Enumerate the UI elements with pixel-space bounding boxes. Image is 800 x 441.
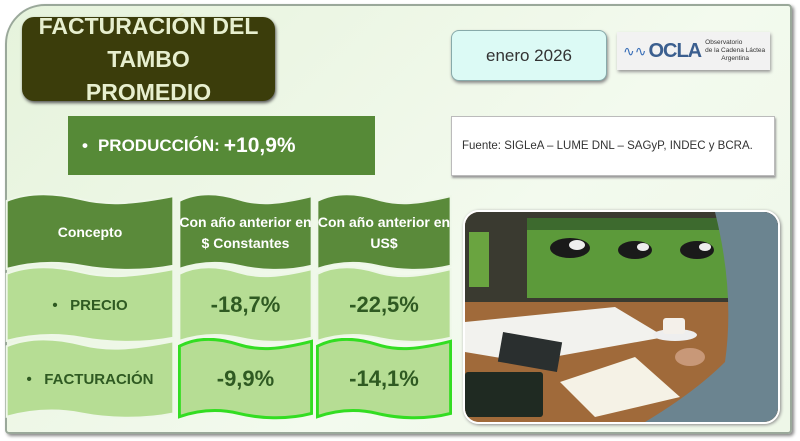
logo-line: Observatorio [705, 39, 743, 46]
wave-shape [316, 266, 452, 344]
source-box: Fuente: SIGLeA – LUME DNL – SAGyP, INDEC… [451, 116, 775, 176]
logo-line: Argentina [721, 55, 750, 62]
production-value: +10,9% [223, 133, 296, 157]
wave-shape [5, 193, 175, 272]
dairy-office-illustration [465, 212, 778, 422]
value-usd: -22,5% [349, 292, 419, 317]
illustration-photo [463, 210, 780, 424]
table-cell: -14,1% [316, 338, 452, 420]
bullet: • [82, 135, 88, 155]
column-header: Concepto [57, 224, 123, 240]
source-text: Fuente: SIGLeA – LUME DNL – SAGyP, INDEC… [462, 140, 753, 152]
page-title: FACTURACIÓN DEL TAMBO PROMEDIO [22, 13, 275, 105]
wave-shape [316, 193, 452, 272]
table-cell: -9,9% [178, 338, 313, 420]
wave-shape [178, 266, 313, 344]
title-line-2: PROMEDIO [85, 78, 212, 105]
value-constantes: -9,9% [216, 366, 275, 391]
wave-shape [316, 338, 452, 420]
value-constantes: -18,7% [210, 292, 281, 317]
wave-shape [5, 266, 175, 344]
date-badge: enero 2026 [451, 30, 607, 81]
table-cell: • FACTURACIÓN [5, 338, 175, 420]
value-usd: -14,1% [349, 366, 419, 391]
logo-line: de la Cadena Láctea [705, 47, 766, 54]
column-header: Con año anterior en US$ [317, 213, 451, 251]
production-label: PRODUCCIÓN: [97, 135, 220, 155]
wave-shape [178, 193, 313, 272]
wave-shape [178, 338, 313, 420]
row-label: • PRECIO [52, 296, 128, 314]
logo-wave-icon: ∿∿ [623, 42, 647, 59]
column-header: Con año anterior en $ Constantes [179, 213, 312, 251]
table-cell: -22,5% [316, 266, 452, 344]
table-header-cell: Concepto [5, 193, 175, 272]
table-cell: -18,7% [178, 266, 313, 344]
date-text: enero 2026 [485, 45, 573, 65]
table-header-cell: Con año anterior en $ Constantes [178, 193, 313, 272]
logo-name: OCLA [648, 39, 702, 62]
table-cell: • PRECIO [5, 266, 175, 344]
production-box: • PRODUCCIÓN: +10,9% [68, 116, 375, 175]
ocla-logo: ∿∿ OCLA Observatorio de la Cadena Láctea A… [617, 32, 770, 70]
row-label: • FACTURACIÓN [26, 370, 154, 388]
wave-shape [5, 338, 175, 420]
title-line-1: FACTURACIÓN DEL TAMBO [38, 12, 259, 72]
table-header-cell: Con año anterior en US$ [316, 193, 452, 272]
